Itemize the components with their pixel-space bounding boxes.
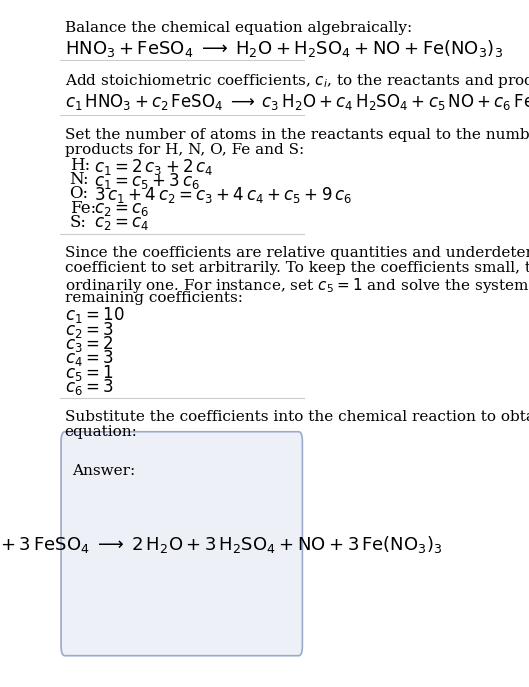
Text: O:: O: xyxy=(70,185,89,203)
Text: $c_4 = 3$: $c_4 = 3$ xyxy=(65,348,113,368)
Text: $c_3 = 2$: $c_3 = 2$ xyxy=(65,334,113,354)
Text: Add stoichiometric coefficients, $c_i$, to the reactants and products:: Add stoichiometric coefficients, $c_i$, … xyxy=(65,72,529,90)
Text: remaining coefficients:: remaining coefficients: xyxy=(65,291,243,304)
Text: S:: S: xyxy=(70,214,87,231)
Text: $3\,c_1 + 4\,c_2 = c_3 + 4\,c_4 + c_5 + 9\,c_6$: $3\,c_1 + 4\,c_2 = c_3 + 4\,c_4 + c_5 + … xyxy=(94,185,352,205)
Text: N:: N: xyxy=(70,171,89,188)
Text: $10\,\mathrm{HNO_3} + 3\,\mathrm{FeSO_4} \;\longrightarrow\; 2\,\mathrm{H_2O} + : $10\,\mathrm{HNO_3} + 3\,\mathrm{FeSO_4}… xyxy=(0,534,442,554)
Text: $c_1 = 2\,c_3 + 2\,c_4$: $c_1 = 2\,c_3 + 2\,c_4$ xyxy=(94,157,213,177)
Text: Fe:: Fe: xyxy=(70,200,96,216)
Text: Balance the chemical equation algebraically:: Balance the chemical equation algebraica… xyxy=(65,21,412,35)
Text: $c_2 = 3$: $c_2 = 3$ xyxy=(65,319,113,340)
Text: ordinarily one. For instance, set $c_5 = 1$ and solve the system of equations fo: ordinarily one. For instance, set $c_5 =… xyxy=(65,275,529,295)
Text: Answer:: Answer: xyxy=(72,464,135,478)
Text: $c_6 = 3$: $c_6 = 3$ xyxy=(65,376,113,397)
Text: $c_1 = 10$: $c_1 = 10$ xyxy=(65,306,124,326)
Text: $c_2 = c_6$: $c_2 = c_6$ xyxy=(94,200,149,218)
Text: equation:: equation: xyxy=(65,425,138,439)
Text: $c_5 = 1$: $c_5 = 1$ xyxy=(65,363,113,383)
Text: products for H, N, O, Fe and S:: products for H, N, O, Fe and S: xyxy=(65,143,304,157)
Text: $\mathrm{HNO_3 + FeSO_4 \;\longrightarrow\; H_2O + H_2SO_4 + NO + Fe(NO_3)_3}$: $\mathrm{HNO_3 + FeSO_4 \;\longrightarro… xyxy=(65,38,503,59)
FancyBboxPatch shape xyxy=(61,431,303,655)
Text: H:: H: xyxy=(70,157,90,174)
Text: $c_1 = c_5 + 3\,c_6$: $c_1 = c_5 + 3\,c_6$ xyxy=(94,171,200,191)
Text: Substitute the coefficients into the chemical reaction to obtain the balanced: Substitute the coefficients into the che… xyxy=(65,410,529,424)
Text: $c_1\,\mathrm{HNO_3} + c_2\,\mathrm{FeSO_4} \;\longrightarrow\; c_3\,\mathrm{H_2: $c_1\,\mathrm{HNO_3} + c_2\,\mathrm{FeSO… xyxy=(65,91,529,112)
Text: Set the number of atoms in the reactants equal to the number of atoms in the: Set the number of atoms in the reactants… xyxy=(65,128,529,142)
Text: coefficient to set arbitrarily. To keep the coefficients small, the arbitrary va: coefficient to set arbitrarily. To keep … xyxy=(65,260,529,275)
Text: $c_2 = c_4$: $c_2 = c_4$ xyxy=(94,214,149,232)
Text: Since the coefficients are relative quantities and underdetermined, choose a: Since the coefficients are relative quan… xyxy=(65,246,529,260)
